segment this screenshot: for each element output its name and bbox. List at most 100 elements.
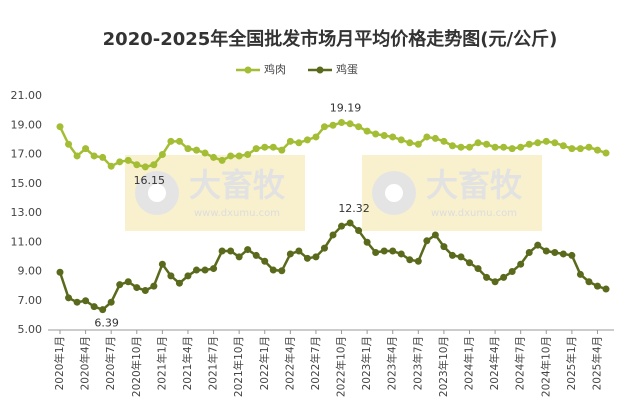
x-tick-label: 2024年7月 — [514, 336, 527, 390]
data-point — [457, 143, 465, 151]
x-tick-label: 2020年10月 — [130, 336, 143, 397]
data-point — [303, 136, 311, 144]
data-point — [508, 145, 516, 153]
data-point — [346, 120, 354, 128]
x-tick-label: 2024年10月 — [539, 336, 552, 397]
data-point — [585, 143, 593, 151]
data-point — [414, 257, 422, 265]
data-point — [406, 256, 414, 264]
data-point — [56, 268, 64, 276]
data-point — [372, 248, 380, 256]
data-point — [551, 139, 559, 147]
data-point — [440, 137, 448, 145]
data-point — [286, 137, 294, 145]
data-point — [602, 149, 610, 157]
x-tick-label: 2022年10月 — [335, 336, 348, 397]
data-point — [483, 273, 491, 281]
data-point — [99, 306, 107, 314]
data-point — [576, 270, 584, 278]
data-label: 16.15 — [134, 174, 166, 187]
data-point — [559, 250, 567, 258]
data-point — [218, 247, 226, 255]
data-point — [141, 287, 149, 295]
data-point — [150, 282, 158, 290]
data-point — [252, 145, 260, 153]
data-point — [448, 142, 456, 150]
data-point — [355, 123, 363, 131]
y-tick-label: 17.00 — [11, 148, 43, 161]
data-point — [423, 237, 431, 245]
x-tick-label: 2021年7月 — [207, 336, 220, 390]
legend-label: 鸡蛋 — [336, 62, 358, 76]
data-point — [508, 268, 516, 275]
y-tick-label: 21.00 — [11, 89, 43, 102]
data-point — [303, 254, 311, 262]
data-point — [218, 156, 226, 164]
data-point — [158, 151, 166, 158]
data-point — [380, 131, 388, 139]
y-tick-label: 11.00 — [11, 235, 43, 248]
data-point — [150, 161, 158, 169]
data-point — [65, 140, 73, 148]
data-point — [193, 146, 200, 154]
data-point — [363, 238, 371, 246]
legend-label: 鸡肉 — [264, 62, 286, 76]
data-point — [346, 219, 354, 227]
data-point — [534, 241, 542, 249]
data-point — [312, 133, 320, 141]
data-point — [431, 231, 439, 239]
x-tick-label: 2025年1月 — [565, 336, 578, 390]
data-point — [261, 257, 269, 265]
data-point — [355, 227, 363, 235]
data-point — [227, 247, 235, 255]
data-label: 19.19 — [330, 101, 362, 114]
data-point — [244, 246, 252, 254]
data-point — [500, 273, 508, 281]
data-point — [474, 265, 482, 273]
data-point — [525, 248, 533, 256]
data-point — [133, 161, 141, 169]
data-point — [167, 137, 175, 145]
y-tick-label: 5.00 — [18, 323, 43, 336]
data-point — [73, 298, 81, 306]
data-point — [372, 130, 380, 138]
data-point — [517, 260, 525, 268]
data-point — [329, 121, 337, 129]
data-point — [440, 243, 448, 251]
data-point — [474, 139, 482, 147]
data-point — [559, 142, 567, 150]
data-point — [227, 152, 235, 160]
data-point — [244, 151, 252, 158]
data-point — [201, 266, 209, 274]
x-tick-label: 2022年7月 — [309, 336, 322, 390]
data-point — [124, 156, 132, 164]
data-point — [585, 278, 593, 286]
x-tick-label: 2021年1月 — [155, 336, 168, 390]
data-point — [99, 153, 107, 161]
data-point — [329, 231, 337, 239]
data-point — [491, 143, 499, 151]
data-point — [551, 248, 559, 256]
data-point — [73, 152, 81, 160]
x-tick-label: 2022年4月 — [283, 336, 296, 390]
data-point — [175, 137, 183, 145]
data-point — [210, 265, 218, 273]
data-point — [269, 143, 277, 151]
watermark-url: www.dxumu.com — [431, 208, 517, 219]
data-point — [90, 152, 98, 160]
data-point — [269, 266, 277, 274]
data-point — [389, 247, 397, 255]
data-point — [56, 123, 64, 131]
data-point — [158, 260, 166, 268]
data-point — [210, 153, 218, 161]
data-point — [576, 145, 584, 153]
x-tick-label: 2025年4月 — [590, 336, 603, 390]
legend-marker — [316, 66, 324, 74]
data-point — [167, 272, 175, 280]
data-point — [542, 247, 550, 255]
data-point — [65, 294, 73, 302]
data-point — [201, 149, 209, 157]
data-point — [397, 250, 405, 258]
data-point — [107, 298, 115, 306]
data-point — [116, 281, 124, 289]
